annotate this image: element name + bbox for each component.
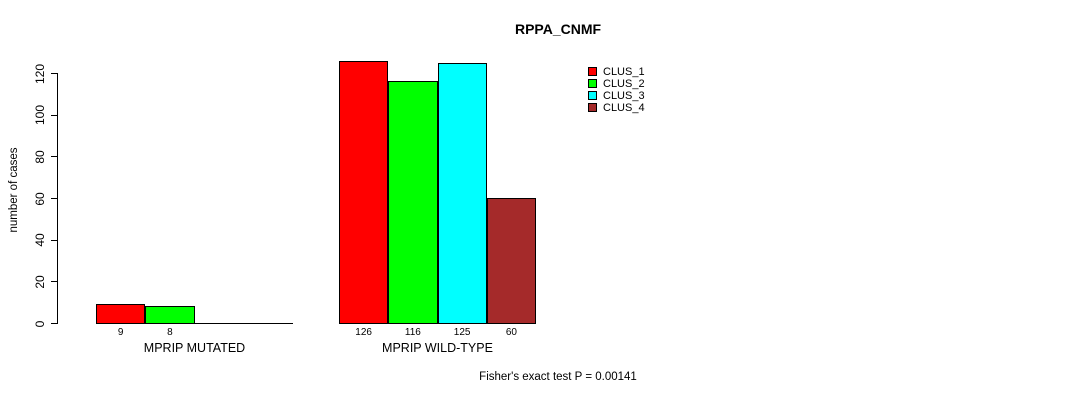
y-axis-tick: [51, 73, 57, 74]
legend-label: CLUS_2: [603, 77, 645, 90]
chart-title: RPPA_CNMF: [514, 21, 602, 37]
y-axis-tick-label: 120: [33, 63, 47, 84]
y-axis-tick-label: 60: [33, 191, 47, 206]
bar-value-label: 126: [355, 327, 372, 338]
bar-clus_3: [437, 62, 487, 324]
bar-clus_4: [486, 198, 536, 324]
y-axis-tick-label: 40: [33, 233, 47, 247]
y-axis-tick-label: 0: [33, 320, 47, 327]
bar-value-label: 125: [453, 327, 471, 338]
legend-label: CLUS_1: [603, 65, 645, 78]
bar-value-label: 60: [505, 327, 517, 338]
legend-item-clus_4: CLUS_4: [588, 101, 645, 114]
fisher-test-annotation: Fisher's exact test P = 0.00141: [479, 371, 637, 383]
y-axis-tick-label: 80: [33, 150, 47, 164]
bar-clus_1: [339, 60, 389, 324]
legend-item-clus_2: CLUS_2: [588, 77, 645, 90]
bar-value-label: 116: [404, 327, 421, 338]
y-axis-tick: [51, 156, 57, 158]
bar-value-label: 8: [167, 327, 173, 338]
group-label: MPRIP MUTATED: [143, 341, 246, 355]
x-axis-baseline: [96, 323, 293, 324]
legend-swatch-clus_4: [588, 103, 597, 112]
y-axis-label: number of cases: [8, 147, 20, 233]
legend-swatch-clus_2: [588, 79, 597, 88]
bar-clus_1: [96, 304, 146, 324]
y-axis-tick: [51, 198, 57, 199]
bar-clus_2: [388, 81, 438, 324]
y-axis-line: [57, 73, 58, 324]
legend-item-clus_3: CLUS_3: [588, 89, 645, 102]
y-axis-tick: [51, 323, 57, 324]
y-axis-tick: [51, 281, 57, 283]
bar-clus_2: [145, 306, 195, 324]
y-axis-tick-label: 20: [33, 275, 47, 289]
legend-label: CLUS_4: [603, 101, 645, 114]
legend: CLUS_1 CLUS_2 CLUS_3 CLUS_4: [588, 65, 645, 114]
legend-swatch-clus_1: [588, 67, 597, 76]
y-axis-tick-label: 100: [33, 105, 47, 126]
group-label: MPRIP WILD-TYPE: [382, 341, 493, 355]
legend-item-clus_1: CLUS_1: [588, 65, 645, 78]
y-axis-tick: [51, 114, 57, 116]
legend-swatch-clus_3: [588, 91, 597, 100]
bar-value-label: 9: [117, 327, 124, 338]
y-axis-tick: [51, 239, 57, 241]
legend-label: CLUS_3: [603, 89, 645, 102]
